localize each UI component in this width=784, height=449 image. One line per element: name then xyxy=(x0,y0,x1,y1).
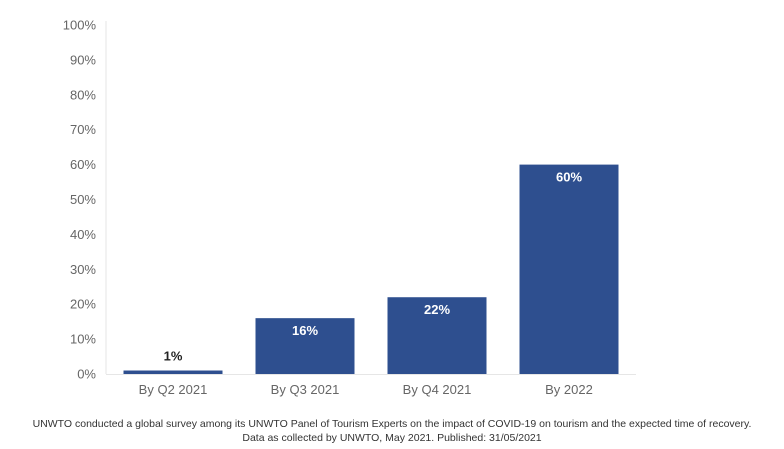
x-tick-label: By Q3 2021 xyxy=(271,382,340,397)
y-tick-label: 50% xyxy=(70,192,96,207)
y-tick-label: 20% xyxy=(70,297,96,312)
bar xyxy=(519,164,619,374)
footnote-source-note: Data as collected by UNWTO, May 2021. Pu… xyxy=(242,432,542,444)
footnote-survey-note: UNWTO conducted a global survey among it… xyxy=(32,418,752,430)
bars: 1% 16% 22% 60% xyxy=(123,164,619,374)
y-axis: 0% 10% 20% 30% 40% 50% 60% 70% 80% 90% 100% xyxy=(63,18,107,382)
data-label: 1% xyxy=(164,349,183,364)
data-label: 60% xyxy=(556,170,582,185)
y-tick-label: 60% xyxy=(70,157,96,172)
y-tick-label: 10% xyxy=(70,332,96,347)
y-tick-label: 100% xyxy=(63,18,97,33)
y-tick-label: 70% xyxy=(70,122,96,137)
data-label: 22% xyxy=(424,302,450,317)
x-tick-label: By Q2 2021 xyxy=(139,382,208,397)
bar xyxy=(255,318,355,374)
bar xyxy=(387,297,487,374)
y-tick-label: 80% xyxy=(70,87,96,102)
x-tick-label: By Q4 2021 xyxy=(403,382,472,397)
y-tick-label: 30% xyxy=(70,262,96,277)
data-label: 16% xyxy=(292,323,318,338)
bar xyxy=(123,370,223,374)
x-axis: By Q2 2021 By Q3 2021 By Q4 2021 By 2022 xyxy=(106,374,636,397)
y-tick-label: 0% xyxy=(77,367,96,382)
x-tick-label: By 2022 xyxy=(545,382,593,397)
y-tick-label: 40% xyxy=(70,227,96,242)
y-tick-label: 90% xyxy=(70,52,96,67)
